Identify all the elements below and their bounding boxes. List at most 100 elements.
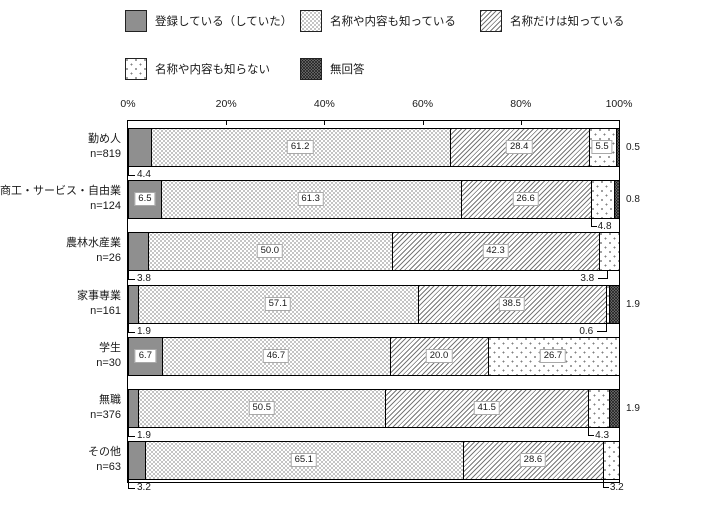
callout-value-label: 0.6 [579,325,594,337]
callout-value-label: 4.8 [597,221,612,233]
axis-tick-mark [324,121,326,125]
sparse-dots-swatch [125,58,147,80]
axis-tick-label: 0% [120,98,136,110]
outside-value-label: 0.5 [626,142,640,153]
segment-value-label: 26.6 [512,192,539,207]
callout-line [128,270,135,281]
bar-segment [605,285,610,323]
category-name: 農林水産業 [66,237,121,250]
bar-segment [129,233,148,271]
bar-row: 50.5 41.5 [128,389,619,428]
bar-segment [161,337,392,375]
bar-row: 6.7 46.7 20.0 26.7 [128,336,619,376]
segment-value-label: 28.6 [519,453,547,468]
category-name: 家事専業 [77,289,121,302]
axis-tick-mark [520,121,522,125]
dark-dots-swatch [300,58,322,80]
outside-value-label: 1.9 [626,298,640,310]
bar-row: 65.1 28.6 [128,441,619,481]
segment-value-label: 42.3 [482,244,509,259]
legend-item-label: 無回答 [330,64,365,76]
callout-value-label: 3.8 [580,273,595,285]
fine-dots-swatch [300,10,322,32]
callout-value-label: 3.8 [137,273,151,285]
segment-value-label: 61.2 [286,140,314,154]
legend-item: 無回答 [300,58,365,80]
callout-value-label: 3.2 [609,482,624,494]
category-name: 学生 [99,341,121,354]
callout-line [128,479,135,490]
segment-value-label: 65.1 [290,453,318,468]
axis-tick-label: 100% [605,98,633,110]
legend-item: 名称や内容も知っている [300,10,456,32]
bar-segment [588,390,611,427]
bar-segment [590,181,616,219]
bar-row: 57.1 38.5 [128,284,619,324]
bar-segment [598,233,619,271]
axis-tick-label: 40% [313,98,335,110]
axis-tick-label: 20% [215,98,237,110]
solid-gray-swatch [125,10,147,32]
bar-row: 61.2 28.4 5.5 [128,128,619,167]
axis-tick-label: 80% [510,98,532,110]
segment-value-label: 26.7 [539,348,567,363]
callout-line [602,479,609,489]
outside-value-label: 1.9 [626,403,640,414]
category-n-count: n=124 [90,200,121,213]
category-name: 勤め人 [88,133,121,145]
callout-value-label: 1.9 [137,430,151,441]
diagonal-hatch-swatch [480,10,502,32]
segment-value-label: 50.0 [256,244,284,259]
segment-value-label: 41.5 [473,401,500,415]
callout-value-label: 4.4 [137,169,151,180]
bar-segment [138,390,387,427]
category-name: 無職 [99,394,121,406]
bar-row: 6.5 61.3 26.6 [128,180,619,220]
legend-item: 登録している（していた） [125,10,292,32]
category-name: その他 [88,446,121,459]
legend-item-label: 登録している（していた） [155,16,293,28]
bar-segment [614,181,619,219]
category-n-count: n=30 [96,356,121,369]
legend-item-label: 名称だけは知っている [510,16,625,28]
category-label: 無職 n=376 [0,393,121,423]
axis-tick-mark [226,121,228,125]
bar-segment [129,129,151,166]
segment-value-label: 61.3 [297,192,324,207]
axis-tick-label: 60% [412,98,434,110]
callout-line [588,427,595,436]
callout-line [598,270,609,280]
legend-item-label: 名称や内容も知らない [155,64,270,76]
category-n-count: n=376 [90,409,121,421]
callout-value-label: 4.3 [595,430,610,441]
bar-segment [129,285,139,323]
segment-value-label: 38.5 [498,296,525,311]
segment-value-label: 28.4 [505,140,533,154]
callout-line [128,166,135,176]
segment-value-label: 20.0 [425,348,453,363]
bar-row: 50.0 42.3 [128,232,619,272]
callout-line [590,218,597,228]
category-label: 勤め人 n=819 [0,132,121,162]
segment-value-label: 6.5 [134,192,156,207]
callout-line [128,427,135,437]
category-n-count: n=63 [96,461,121,474]
callout-line [128,322,135,333]
bar-segment [602,442,619,480]
callout-value-label: 3.2 [137,482,151,494]
category-label: 家事専業 n=161 [0,289,121,319]
axis-tick-mark [422,121,424,125]
category-name: 商工・サービス・自由業 [0,185,121,198]
bar-segment [609,390,619,427]
segment-value-label: 5.5 [591,140,613,154]
outside-value-label: 0.8 [626,194,640,206]
category-label: 商工・サービス・自由業 n=124 [0,184,121,214]
category-label: その他 n=63 [0,445,121,475]
callout-line [597,322,608,332]
segment-value-label: 46.7 [262,348,290,363]
callout-value-label: 1.9 [137,325,151,337]
category-n-count: n=26 [96,252,121,265]
bar-segment [615,129,619,166]
category-label: 学生 n=30 [0,341,121,371]
